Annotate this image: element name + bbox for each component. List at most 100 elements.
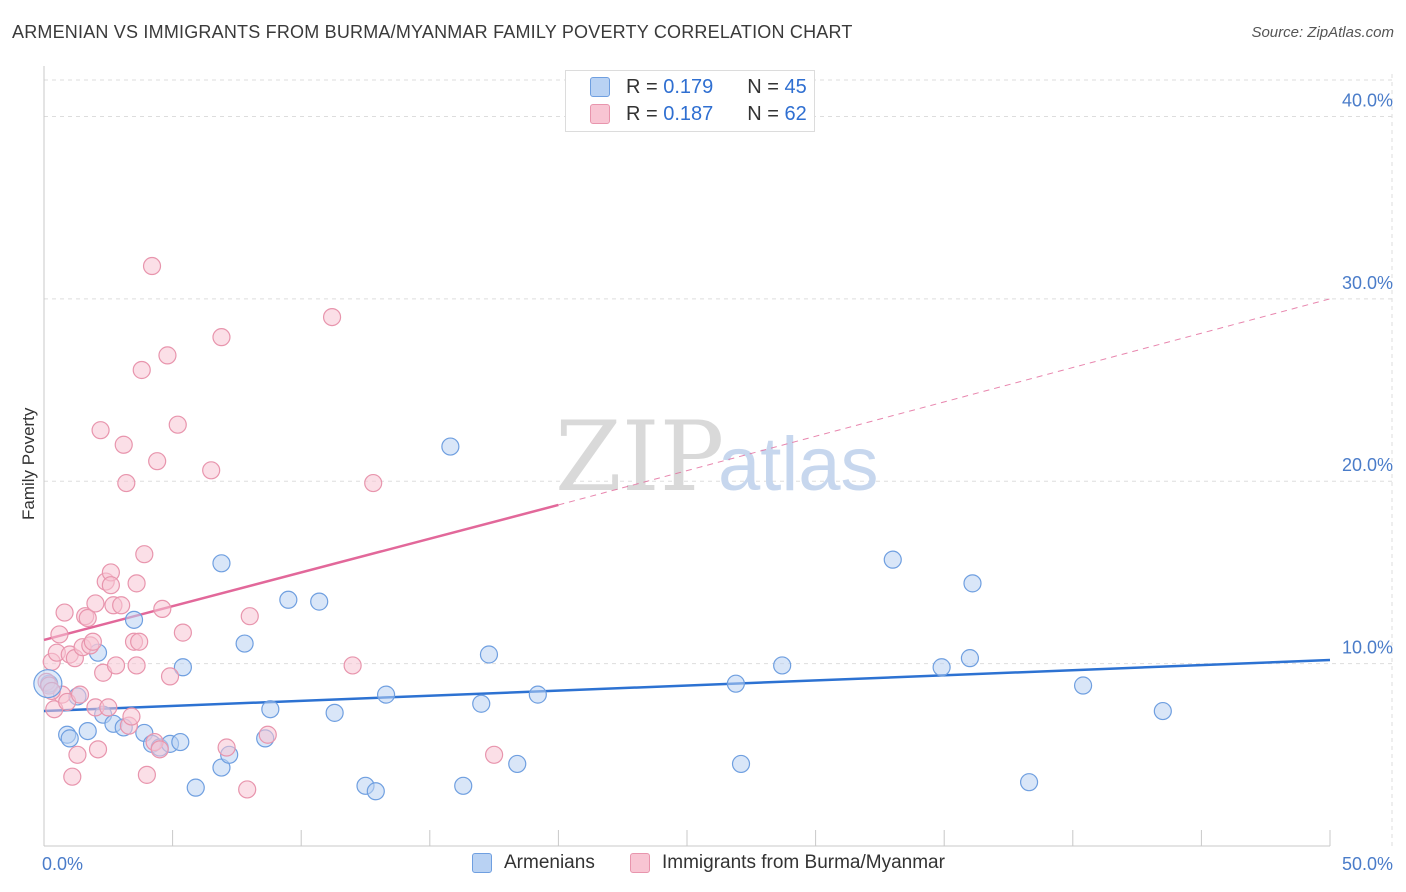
burma-point (158, 346, 177, 365)
legend-n-value: 45 (784, 75, 807, 98)
burma-point (150, 740, 169, 759)
armenian-trend-line (43, 658, 1331, 713)
armenian-point (441, 437, 460, 456)
burma-point (212, 328, 231, 347)
burma-point (142, 256, 162, 276)
armenian-point (479, 645, 499, 664)
burma-point (63, 767, 82, 786)
bottom-legend-armenians: Armenians (472, 852, 595, 874)
legend-label-burma: Immigrants from Burma/Myanmar (662, 852, 945, 873)
burma-point (364, 473, 383, 493)
armenian-point (472, 694, 491, 713)
armenian-point (1153, 701, 1172, 721)
armenian-point (773, 656, 792, 675)
burma-point (202, 461, 221, 480)
y-tick-label: 20.0% (1342, 455, 1393, 475)
armenian-point (261, 700, 280, 719)
burma-point (101, 576, 120, 595)
burma-point (127, 574, 146, 593)
legend-row-armenians: R = 0.179 N = 45 (590, 75, 807, 99)
burma-point (173, 623, 192, 642)
burma-trend-line (43, 503, 559, 642)
armenian-point (726, 674, 745, 693)
pink-swatch (630, 853, 650, 873)
armenian-point (1019, 773, 1039, 792)
legend-n-value: 62 (784, 102, 807, 125)
armenian-point (963, 574, 982, 593)
burma-point (322, 307, 342, 327)
armenian-point (731, 754, 751, 774)
armenian-point (171, 732, 190, 752)
x-tick-label: 0.0% (42, 854, 83, 874)
y-tick-label: 10.0% (1342, 638, 1393, 658)
burma-point (217, 738, 236, 757)
armenian-point (310, 592, 329, 611)
pink-swatch (590, 104, 610, 124)
burma-point (88, 740, 108, 759)
burma-point (160, 667, 180, 686)
watermark-atlas: atlas (718, 422, 879, 507)
legend-r-label: R = (626, 75, 658, 98)
burma-point (238, 780, 257, 799)
armenian-point (212, 554, 231, 573)
watermark-zip: ZIP (555, 401, 724, 513)
burma-point (106, 656, 126, 675)
burma-point (50, 625, 69, 644)
burma-point (127, 656, 146, 675)
burma-point (70, 685, 90, 704)
burma-point (130, 632, 149, 651)
y-tick-label: 30.0% (1342, 273, 1393, 293)
armenian-point (325, 703, 344, 722)
armenian-point (366, 782, 385, 801)
x-tick-label: 50.0% (1342, 854, 1393, 874)
armenian-point (279, 590, 298, 609)
burma-point (78, 608, 97, 628)
legend-r-value: 0.187 (663, 102, 714, 125)
burma-point (83, 632, 102, 651)
burma-trend-extension (558, 298, 1331, 506)
legend-label-armenians: Armenians (504, 852, 595, 873)
bottom-legend-burma: Immigrants from Burma/Myanmar (630, 852, 945, 874)
burma-point (137, 765, 156, 784)
burma-point (258, 725, 277, 744)
armenian-point (78, 721, 97, 741)
burma-point (99, 698, 118, 717)
armenian-point (376, 685, 396, 704)
legend-r-value: 0.179 (663, 75, 714, 98)
x-tick-labels: 0.0% 50.0% (42, 854, 1393, 874)
armenian-point (186, 778, 205, 797)
chart-title: ARMENIAN VS IMMIGRANTS FROM BURMA/MYANMA… (12, 22, 853, 42)
burma-point (112, 596, 131, 615)
burma-point (343, 656, 362, 675)
burma-point (485, 745, 504, 764)
legend-row-burma: R = 0.187 N = 62 (590, 102, 807, 126)
burma-point (122, 707, 141, 726)
armenian-point (883, 550, 902, 569)
legend-n-label: N = (747, 102, 779, 125)
blue-swatch (590, 77, 610, 97)
data-points (33, 256, 1172, 801)
armenian-point (454, 776, 473, 795)
burma-point (55, 603, 74, 622)
watermark: ZIP atlas (555, 401, 879, 513)
burma-point (240, 607, 259, 626)
armenian-point (508, 754, 527, 774)
legend-n-label: N = (747, 75, 779, 98)
burma-point (135, 545, 154, 564)
y-tick-labels: 10.0% 20.0% 30.0% 40.0% (1342, 90, 1393, 657)
source-label: Source: ZipAtlas.com (1251, 24, 1394, 41)
armenian-point (235, 634, 254, 653)
armenian-point (1073, 676, 1093, 695)
blue-swatch (472, 853, 492, 873)
burma-point (86, 594, 105, 613)
armenian-point (173, 658, 192, 677)
legend-r-label: R = (626, 102, 658, 125)
armenian-point (528, 685, 547, 704)
burma-point (114, 435, 133, 454)
y-tick-label: 40.0% (1342, 90, 1393, 110)
burma-point (168, 415, 187, 434)
burma-point (148, 452, 167, 471)
axes (43, 66, 1331, 847)
burma-point (117, 473, 136, 493)
